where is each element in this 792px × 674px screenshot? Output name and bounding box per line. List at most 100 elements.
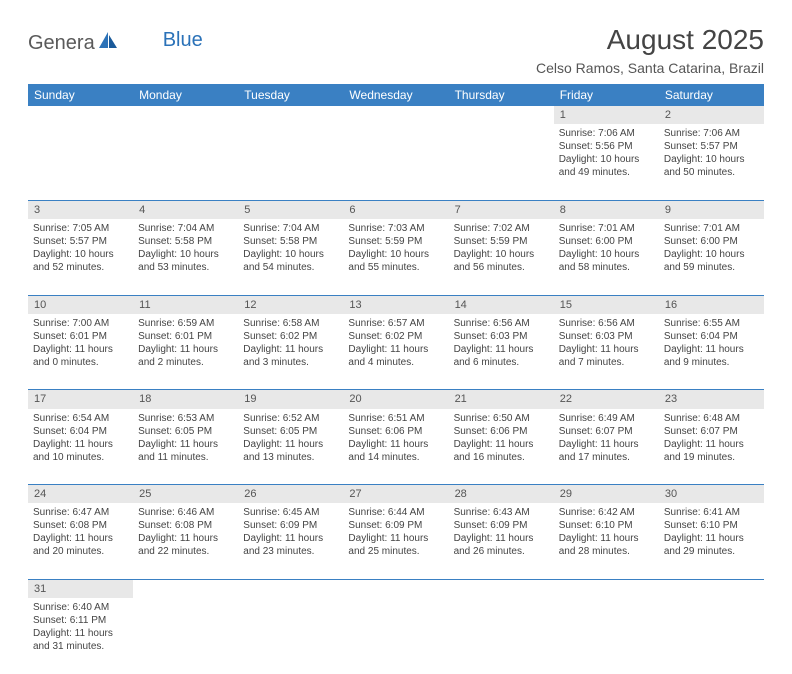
day-number-cell — [133, 106, 238, 124]
day1-text: Daylight: 10 hours — [348, 248, 443, 261]
day1-text: Daylight: 10 hours — [559, 153, 654, 166]
day-cell: Sunrise: 6:43 AMSunset: 6:09 PMDaylight:… — [449, 503, 554, 579]
day-cell: Sunrise: 7:05 AMSunset: 5:57 PMDaylight:… — [28, 219, 133, 295]
day1-text: Daylight: 10 hours — [138, 248, 233, 261]
calendar-table: SundayMondayTuesdayWednesdayThursdayFrid… — [28, 84, 764, 674]
day-number-cell — [659, 579, 764, 598]
daynum-row: 31 — [28, 579, 764, 598]
day1-text: Daylight: 10 hours — [664, 153, 759, 166]
day-cell — [449, 124, 554, 200]
sunrise-text: Sunrise: 7:00 AM — [33, 317, 128, 330]
day-number-cell: 18 — [133, 390, 238, 409]
sunset-text: Sunset: 6:04 PM — [33, 425, 128, 438]
day1-text: Daylight: 10 hours — [454, 248, 549, 261]
day-cell — [28, 124, 133, 200]
sunrise-text: Sunrise: 6:51 AM — [348, 412, 443, 425]
sunset-text: Sunset: 6:05 PM — [138, 425, 233, 438]
daynum-row: 24252627282930 — [28, 485, 764, 504]
day-cell: Sunrise: 7:06 AMSunset: 5:56 PMDaylight:… — [554, 124, 659, 200]
day-cell: Sunrise: 6:44 AMSunset: 6:09 PMDaylight:… — [343, 503, 448, 579]
day-cell: Sunrise: 6:54 AMSunset: 6:04 PMDaylight:… — [28, 409, 133, 485]
day2-text: and 55 minutes. — [348, 261, 443, 274]
sunrise-text: Sunrise: 7:02 AM — [454, 222, 549, 235]
day-number-cell: 12 — [238, 295, 343, 314]
sunrise-text: Sunrise: 6:46 AM — [138, 506, 233, 519]
day-cell: Sunrise: 7:01 AMSunset: 6:00 PMDaylight:… — [659, 219, 764, 295]
day1-text: Daylight: 11 hours — [33, 343, 128, 356]
sunset-text: Sunset: 6:04 PM — [664, 330, 759, 343]
sunrise-text: Sunrise: 6:42 AM — [559, 506, 654, 519]
day1-text: Daylight: 10 hours — [33, 248, 128, 261]
day2-text: and 3 minutes. — [243, 356, 338, 369]
day-cell — [343, 124, 448, 200]
day1-text: Daylight: 11 hours — [348, 438, 443, 451]
day2-text: and 0 minutes. — [33, 356, 128, 369]
sunset-text: Sunset: 6:03 PM — [454, 330, 549, 343]
day-number-cell — [133, 579, 238, 598]
day1-text: Daylight: 11 hours — [664, 438, 759, 451]
day-number-cell: 30 — [659, 485, 764, 504]
day-cell: Sunrise: 6:42 AMSunset: 6:10 PMDaylight:… — [554, 503, 659, 579]
day1-text: Daylight: 10 hours — [664, 248, 759, 261]
day-cell: Sunrise: 7:04 AMSunset: 5:58 PMDaylight:… — [133, 219, 238, 295]
weekday-header: Wednesday — [343, 84, 448, 106]
day1-text: Daylight: 11 hours — [33, 627, 128, 640]
day-cell: Sunrise: 7:06 AMSunset: 5:57 PMDaylight:… — [659, 124, 764, 200]
day-number-cell: 7 — [449, 200, 554, 219]
day-number-cell — [343, 579, 448, 598]
sunrise-text: Sunrise: 6:55 AM — [664, 317, 759, 330]
sunrise-text: Sunrise: 6:47 AM — [33, 506, 128, 519]
sunrise-text: Sunrise: 6:56 AM — [454, 317, 549, 330]
day2-text: and 54 minutes. — [243, 261, 338, 274]
day1-text: Daylight: 11 hours — [664, 532, 759, 545]
sunrise-text: Sunrise: 7:01 AM — [664, 222, 759, 235]
location: Celso Ramos, Santa Catarina, Brazil — [536, 60, 764, 76]
day-cell: Sunrise: 7:00 AMSunset: 6:01 PMDaylight:… — [28, 314, 133, 390]
day2-text: and 20 minutes. — [33, 545, 128, 558]
day2-text: and 19 minutes. — [664, 451, 759, 464]
day-number-cell: 19 — [238, 390, 343, 409]
sunrise-text: Sunrise: 6:41 AM — [664, 506, 759, 519]
logo-text-blue: Blue — [163, 29, 203, 52]
day-cell — [238, 598, 343, 674]
day2-text: and 59 minutes. — [664, 261, 759, 274]
day1-text: Daylight: 11 hours — [138, 343, 233, 356]
day-number-cell: 24 — [28, 485, 133, 504]
sunset-text: Sunset: 6:09 PM — [348, 519, 443, 532]
sunrise-text: Sunrise: 7:04 AM — [138, 222, 233, 235]
day-cell: Sunrise: 6:59 AMSunset: 6:01 PMDaylight:… — [133, 314, 238, 390]
day-cell: Sunrise: 6:52 AMSunset: 6:05 PMDaylight:… — [238, 409, 343, 485]
daynum-row: 3456789 — [28, 200, 764, 219]
day-number-cell: 4 — [133, 200, 238, 219]
day-number-cell: 15 — [554, 295, 659, 314]
sunrise-text: Sunrise: 6:57 AM — [348, 317, 443, 330]
sunset-text: Sunset: 6:00 PM — [559, 235, 654, 248]
sunset-text: Sunset: 5:56 PM — [559, 140, 654, 153]
sunset-text: Sunset: 6:01 PM — [33, 330, 128, 343]
day-cell: Sunrise: 6:53 AMSunset: 6:05 PMDaylight:… — [133, 409, 238, 485]
day-number-cell — [343, 106, 448, 124]
day2-text: and 56 minutes. — [454, 261, 549, 274]
sunrise-text: Sunrise: 7:01 AM — [559, 222, 654, 235]
day2-text: and 10 minutes. — [33, 451, 128, 464]
day-number-cell — [238, 579, 343, 598]
day-cell: Sunrise: 6:55 AMSunset: 6:04 PMDaylight:… — [659, 314, 764, 390]
day-cell: Sunrise: 6:41 AMSunset: 6:10 PMDaylight:… — [659, 503, 764, 579]
day2-text: and 13 minutes. — [243, 451, 338, 464]
sunrise-text: Sunrise: 6:40 AM — [33, 601, 128, 614]
day-cell: Sunrise: 6:51 AMSunset: 6:06 PMDaylight:… — [343, 409, 448, 485]
logo-text-general: Genera — [28, 32, 95, 55]
day2-text: and 31 minutes. — [33, 640, 128, 653]
sunset-text: Sunset: 6:02 PM — [243, 330, 338, 343]
day-number-cell: 9 — [659, 200, 764, 219]
day-number-cell: 20 — [343, 390, 448, 409]
sunset-text: Sunset: 5:57 PM — [664, 140, 759, 153]
logo: Genera Blue — [28, 30, 203, 56]
day-number-cell: 22 — [554, 390, 659, 409]
sunset-text: Sunset: 6:06 PM — [454, 425, 549, 438]
day-cell: Sunrise: 6:47 AMSunset: 6:08 PMDaylight:… — [28, 503, 133, 579]
day-number-cell: 2 — [659, 106, 764, 124]
day-number-cell: 29 — [554, 485, 659, 504]
day1-text: Daylight: 11 hours — [559, 532, 654, 545]
sunset-text: Sunset: 6:06 PM — [348, 425, 443, 438]
